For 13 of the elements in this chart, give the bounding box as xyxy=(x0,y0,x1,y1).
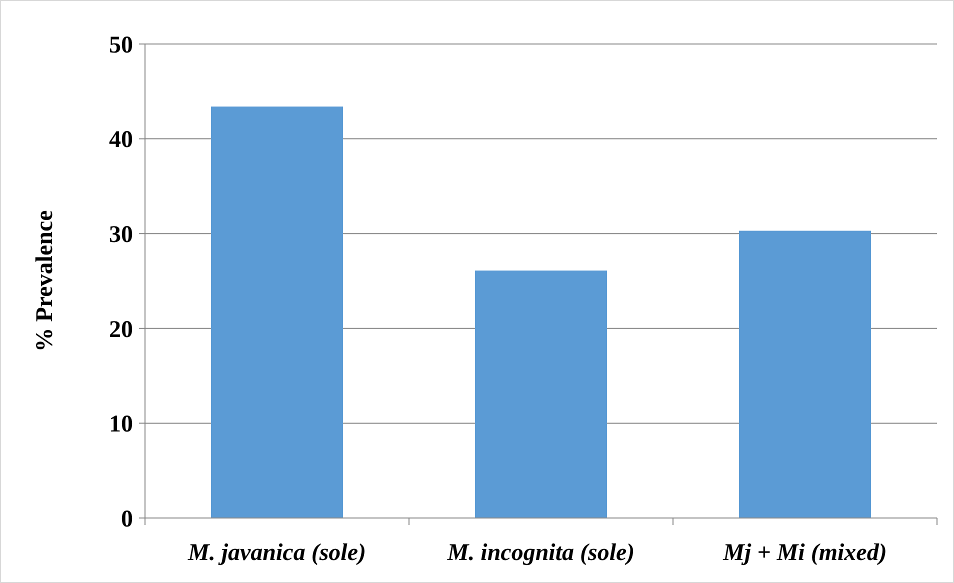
y-tick-label: 20 xyxy=(109,316,133,343)
y-tick-label: 40 xyxy=(109,127,133,154)
x-tick-label: M. javanica (sole) xyxy=(187,540,366,566)
x-tick-label: M. incognita (sole) xyxy=(446,540,635,566)
y-tick-label: 50 xyxy=(109,32,133,58)
y-tick-label: 30 xyxy=(109,222,133,248)
bar xyxy=(475,270,607,518)
y-tick-label: 10 xyxy=(109,412,133,438)
y-tick-label: 0 xyxy=(121,506,133,532)
y-axis-title: % Prevalence xyxy=(32,210,58,352)
x-tick-label: Mj + Mi (mixed) xyxy=(722,540,887,566)
bar xyxy=(739,230,871,518)
bar xyxy=(211,106,343,518)
